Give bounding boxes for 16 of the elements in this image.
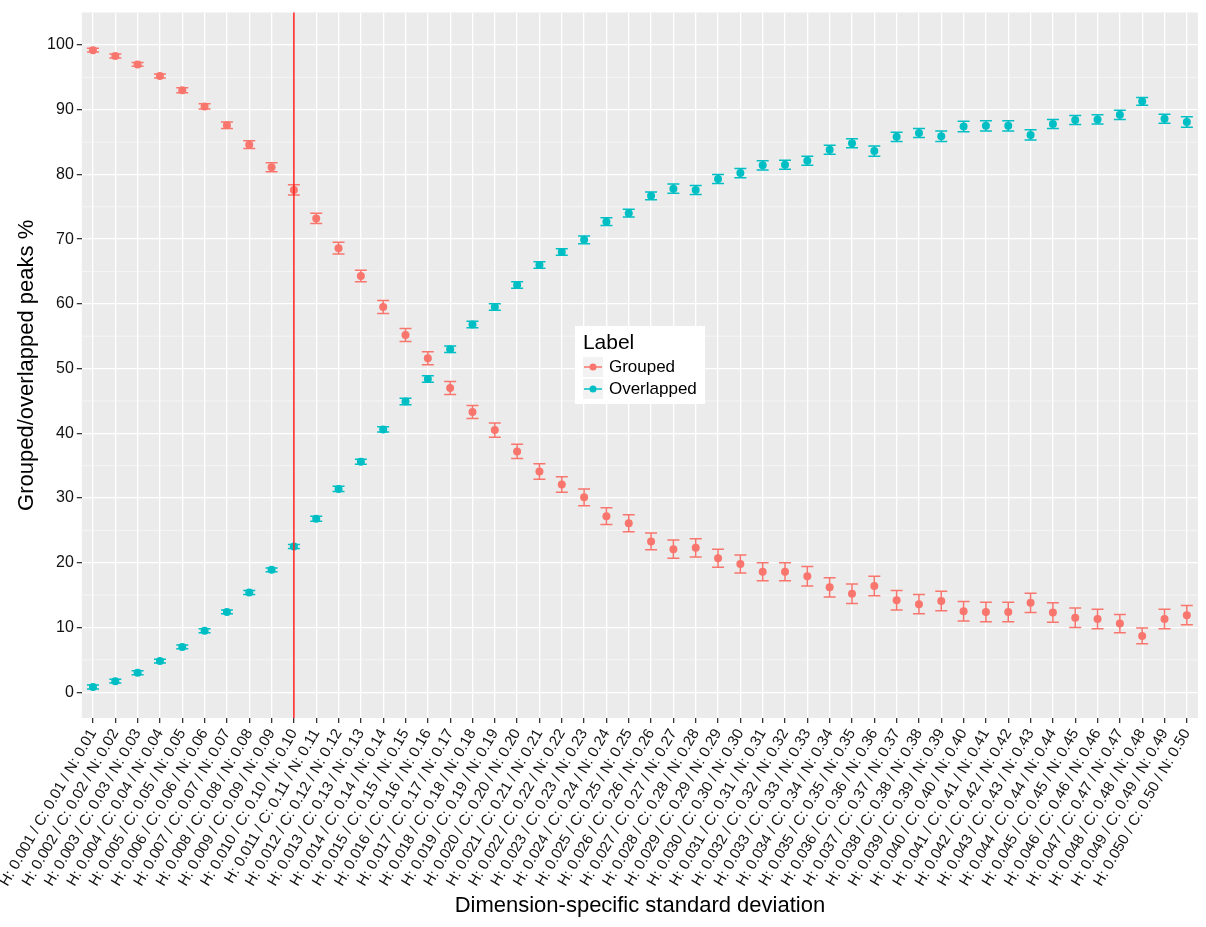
y-tick-label: 50 (56, 358, 74, 376)
legend-label: Grouped (608, 356, 676, 379)
y-tick-label: 70 (56, 229, 74, 247)
x-axis-title: Dimension-specific standard deviation (454, 891, 826, 917)
legend-label: Overlapped (608, 378, 697, 401)
y-tick-label: 20 (56, 553, 74, 571)
y-tick-label: 100 (47, 35, 74, 53)
y-tick-label: 90 (56, 100, 74, 118)
y-axis-title: Grouped/overlapped peaks % (12, 219, 38, 511)
y-tick-label: 40 (56, 423, 74, 441)
y-tick-label: 30 (56, 488, 74, 506)
legend-title: Label (582, 330, 636, 355)
y-tick-label: 0 (64, 682, 74, 700)
y-tick-label: 80 (56, 164, 74, 182)
y-tick-label: 60 (56, 294, 74, 312)
y-tick-label: 10 (56, 617, 74, 635)
